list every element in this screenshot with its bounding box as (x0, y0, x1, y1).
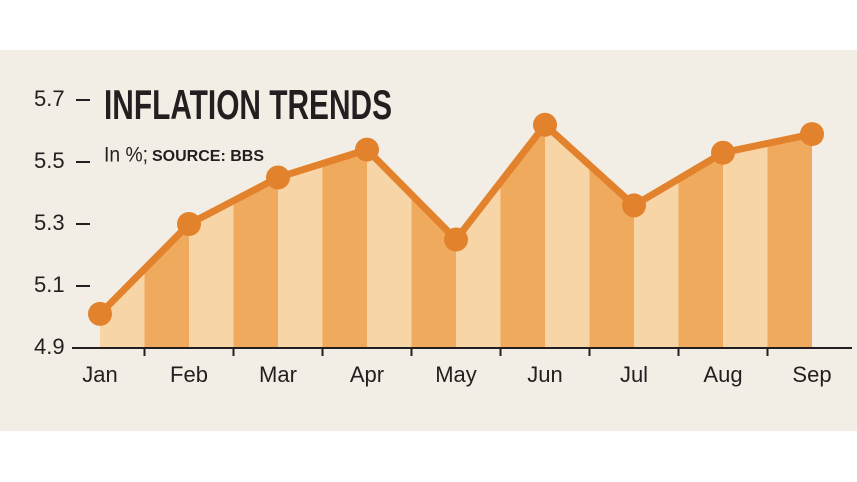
chart-title: INFLATION TRENDS (104, 81, 392, 128)
x-tick-label: Apr (350, 362, 384, 387)
point (533, 112, 557, 137)
y-tick-label: 4.9 (34, 334, 65, 359)
point (177, 212, 201, 236)
point (266, 165, 290, 190)
source: SOURCE: BBS (152, 148, 264, 165)
y-tick-label: 5.1 (34, 272, 65, 297)
x-tick-label: Jun (527, 362, 562, 387)
point (622, 193, 646, 218)
x-tick-label: May (435, 362, 477, 387)
point (355, 137, 379, 162)
point (800, 122, 824, 147)
x-tick-label: Sep (792, 362, 831, 387)
x-tick-label: Jan (82, 362, 117, 387)
y-tick-label: 5.7 (34, 86, 65, 111)
x-tick-label: Aug (703, 362, 742, 387)
x-tick-label: Feb (170, 362, 208, 387)
point (444, 227, 468, 252)
area-stripe (767, 124, 812, 348)
point (88, 301, 112, 326)
point (711, 140, 735, 165)
y-tick-label: 5.3 (34, 210, 65, 235)
x-tick-label: Jul (620, 362, 648, 387)
plot: 4.9 5.1 5.3 5.5 5.7 Jan Feb Mar Apr May Jun Jul Aug S… (34, 86, 852, 387)
x-tick-label: Mar (259, 362, 297, 387)
subtitle: In %; (104, 144, 148, 167)
y-tick-label: 5.5 (34, 148, 65, 173)
